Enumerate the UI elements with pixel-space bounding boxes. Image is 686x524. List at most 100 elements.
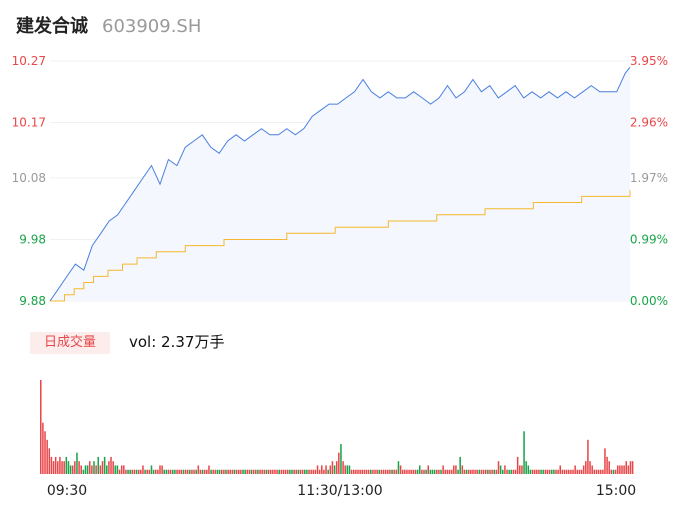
volume-bar	[548, 469, 551, 474]
volume-bar	[631, 461, 634, 474]
volume-bar	[46, 439, 48, 474]
volume-bar	[416, 469, 419, 474]
volume-bar	[99, 465, 102, 474]
volume-bar	[201, 469, 204, 474]
volume-bar	[304, 469, 306, 474]
volume-bar	[572, 469, 574, 474]
stock-name: 建发合诚	[16, 16, 88, 37]
volume-bar	[367, 469, 370, 474]
volume-bar	[523, 431, 525, 474]
volume-bar	[459, 456, 461, 474]
volume-bar	[152, 469, 155, 474]
volume-bar	[329, 465, 332, 474]
volume-bar	[133, 469, 136, 474]
volume-bar	[504, 465, 506, 474]
stock-code: 603909.SH	[102, 16, 202, 37]
volume-bar	[272, 469, 274, 474]
volume-bar	[308, 469, 310, 474]
volume-bar	[125, 469, 127, 474]
volume-bar	[546, 469, 549, 474]
volume-bar	[391, 469, 393, 474]
volume-bar	[289, 469, 291, 474]
volume-bar	[401, 469, 404, 474]
time-tick-label: 11:30/13:00	[297, 483, 382, 499]
volume-bar	[176, 469, 178, 474]
volume-bar	[397, 461, 400, 474]
price-tick-label: 10.17	[12, 116, 46, 130]
volume-bar	[250, 469, 253, 474]
volume-bar	[533, 469, 536, 474]
volume-bar	[612, 469, 615, 474]
volume-bar	[142, 465, 144, 474]
volume-bar	[257, 469, 259, 474]
volume-bar	[172, 469, 174, 474]
volume-bar	[291, 469, 293, 474]
volume-bar	[208, 465, 210, 474]
volume-bar	[561, 469, 564, 474]
volume-bar	[180, 469, 183, 474]
volume-bar	[470, 469, 472, 474]
volume-bar	[186, 469, 189, 474]
volume-bar	[248, 469, 251, 474]
volume-bar	[280, 469, 283, 474]
volume-bar	[50, 456, 53, 474]
volume-bar	[148, 469, 151, 474]
volume-bar	[508, 469, 510, 474]
volume-bar	[387, 469, 389, 474]
volume-bar	[408, 469, 410, 474]
volume-bar	[233, 469, 236, 474]
volume-bar	[220, 469, 223, 474]
volume-bar	[191, 469, 193, 474]
volume-bar	[497, 461, 500, 474]
volume-bar	[372, 469, 374, 474]
volume-bar	[123, 465, 125, 474]
volume-bar	[223, 469, 225, 474]
volume-bar	[512, 469, 515, 474]
volume-bar	[110, 456, 112, 474]
volume-bar	[40, 380, 42, 474]
volume-bar	[463, 469, 466, 474]
volume-bar	[582, 465, 585, 474]
volume-bar	[169, 469, 172, 474]
volume-bar	[616, 465, 619, 474]
volume-bar	[563, 469, 566, 474]
volume-bar	[606, 456, 608, 474]
volume-bar	[525, 461, 527, 474]
volume-bar	[129, 469, 131, 474]
volume-bar	[380, 469, 383, 474]
volume-bar	[344, 465, 346, 474]
price-tick-label: 9.88	[19, 294, 46, 308]
volume-bar	[557, 469, 559, 474]
volume-bar	[293, 469, 295, 474]
volume-bar	[442, 465, 444, 474]
volume-bar	[423, 469, 425, 474]
volume-bar	[299, 469, 302, 474]
volume-bar	[499, 465, 502, 474]
volume-bar	[514, 469, 517, 474]
price-tick-label: 10.08	[12, 171, 46, 185]
volume-bar	[135, 469, 138, 474]
volume-bar	[414, 469, 417, 474]
volume-bar	[448, 469, 451, 474]
volume-bar	[565, 469, 568, 474]
volume-bar	[259, 469, 261, 474]
volume-bar	[604, 448, 606, 474]
volume-bar	[199, 469, 202, 474]
volume-bar	[295, 469, 298, 474]
volume-bar	[178, 469, 180, 474]
volume-bar	[229, 469, 232, 474]
volume-bar	[48, 448, 51, 474]
volume-bar	[42, 422, 44, 474]
volume-bar	[193, 469, 195, 474]
percent-tick-label: 2.96%	[630, 116, 668, 130]
volume-bar	[363, 469, 366, 474]
volume-bar	[108, 461, 110, 474]
volume-bar	[327, 469, 329, 474]
volume-bar	[393, 469, 395, 474]
volume-bar	[495, 469, 498, 474]
volume-bar	[595, 469, 598, 474]
volume-bar	[412, 469, 415, 474]
volume-bar	[54, 456, 57, 474]
volume-value: vol: 2.37万手	[129, 333, 225, 351]
volume-bar	[150, 465, 153, 474]
